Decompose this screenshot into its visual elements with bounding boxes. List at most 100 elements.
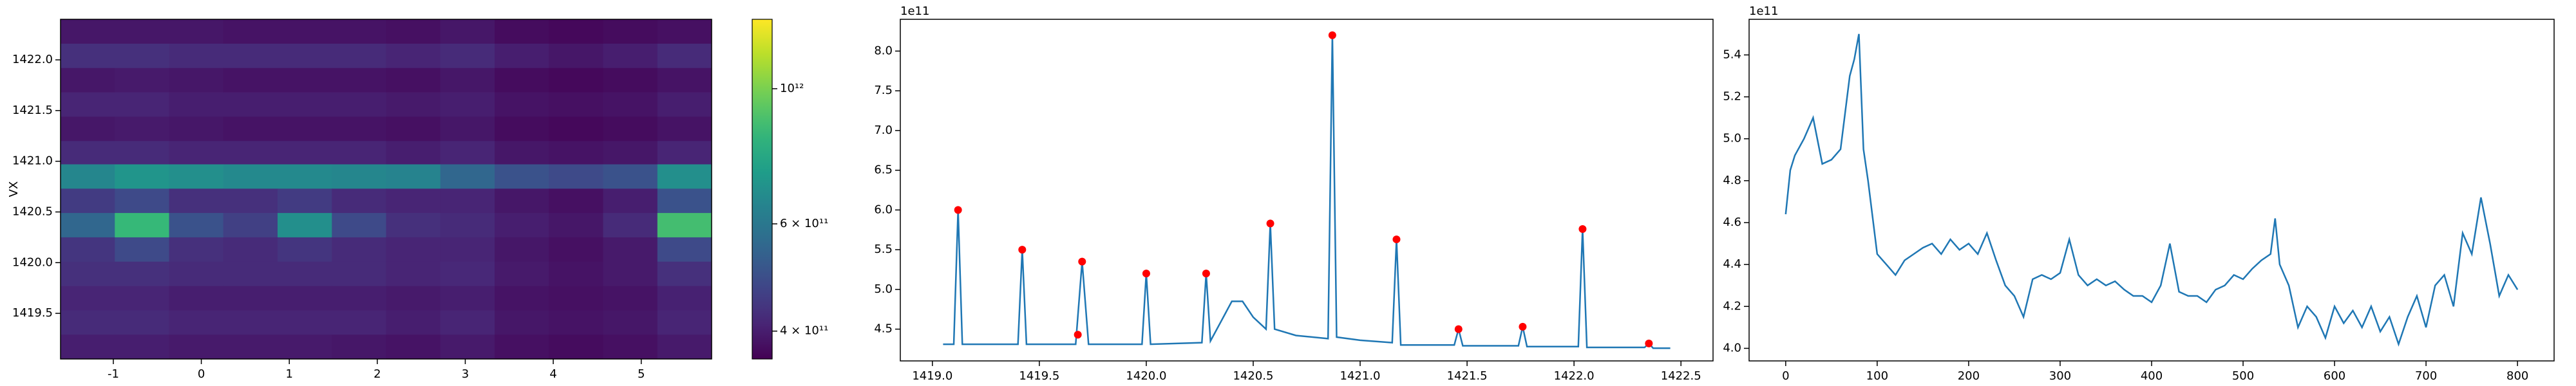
heatmap-cell [115,261,169,286]
heatmap-cell [278,188,332,214]
heatmap-cell [60,92,115,117]
x-tick-label: 1422.5 [1661,369,1701,383]
x-tick-label: 1419.0 [912,369,952,383]
heatmap-cell [440,19,495,44]
heatmap-cell [603,237,658,262]
heatmap-cell [549,286,603,311]
peak-marker [1392,235,1401,244]
colorbar-tick-label: 10¹² [780,82,804,95]
x-tick-label: 5 [638,367,645,381]
heatmap-cell [278,19,332,44]
y-axis-label: VX [7,181,21,198]
heatmap-cell [495,92,549,117]
heatmap-cell [60,43,115,69]
heatmap-cell [278,92,332,117]
heatmap-cell [386,261,441,286]
peak-marker [1328,31,1336,39]
heatmap-cell [495,286,549,311]
heatmap-cell [332,141,387,166]
heatmap-cell [657,19,712,44]
heatmap-cell [440,68,495,93]
heatmap-cell [332,310,387,335]
heatmap-cell [332,286,387,311]
heatmap-cell [60,141,115,166]
heatmap-cell [332,68,387,93]
heatmap-cell [223,310,278,335]
heatmap-cell [278,68,332,93]
heatmap-cell [657,237,712,262]
heatmap-cell [332,164,387,189]
heatmap-cell [223,164,278,189]
heatmap-cell [169,237,224,262]
heatmap-cell [386,188,441,214]
peak-marker [1266,219,1274,228]
heatmap-cell [115,43,169,69]
heatmap-cell [603,286,658,311]
axis-offset-label: 1e11 [900,5,929,18]
heatmap-cell [223,141,278,166]
heatmap-cell [603,43,658,69]
x-tick-label: 100 [1866,369,1888,383]
heatmap-cell [495,116,549,142]
heatmap-cell [169,68,224,93]
heatmap-cell [278,141,332,166]
heatmap-cell [440,92,495,117]
x-tick-label: 1421.5 [1447,369,1488,383]
peak-marker [1578,225,1587,234]
heatmap-cell [440,164,495,189]
heatmap-cell [440,335,495,360]
heatmap-cell [115,213,169,238]
x-tick-label: 300 [2049,369,2071,383]
heatmap-cell [549,310,603,335]
heatmap-cell [278,213,332,238]
x-tick-label: 4 [549,367,556,381]
heatmap-cell [60,116,115,142]
heatmap-cell [169,43,224,69]
heatmap-cell [386,92,441,117]
x-tick-label: 1422.0 [1554,369,1595,383]
heatmap-cell [440,286,495,311]
heatmap-cell [169,164,224,189]
heatmap-cell [115,19,169,44]
heatmap-cell [169,141,224,166]
heatmap-cell [386,19,441,44]
heatmap-cell [332,213,387,238]
heatmap-cell [495,19,549,44]
heatmap-cell [169,310,224,335]
heatmap-cell [495,310,549,335]
heatmap-cell [657,164,712,189]
heatmap-cell [332,43,387,69]
heatmap-cell [223,116,278,142]
peak-marker [1645,339,1653,347]
heatmap-cell [115,141,169,166]
heatmap-cell [495,261,549,286]
heatmap-cell [603,141,658,166]
heatmap-cell [440,188,495,214]
heatmap-cell [115,335,169,360]
peak-marker [1142,270,1150,278]
heatmap-cell [223,19,278,44]
colorbar [752,19,773,360]
peak-marker [1074,331,1082,339]
heatmap-cell [60,237,115,262]
x-tick-label: 400 [2141,369,2163,383]
heatmap-cell [440,141,495,166]
y-tick-label: 1420.5 [12,205,53,218]
y-tick-label: 1421.0 [12,154,53,168]
heatmap-cell [603,164,658,189]
heatmap-cell [60,68,115,93]
heatmap-cell [332,188,387,214]
axes-frame [1748,19,2555,362]
heatmap-cell [332,116,387,142]
y-tick-label: 1420.0 [12,255,53,269]
y-tick-label: 6.0 [874,203,893,216]
peak-marker [954,206,962,214]
heatmap-cell [60,19,115,44]
heatmap-cell [332,92,387,117]
peak-marker [1078,257,1086,266]
heatmap-cell [115,237,169,262]
y-tick-label: 5.2 [1723,90,1741,104]
heatmap-cell [603,92,658,117]
heatmap-cell [169,19,224,44]
heatmap-cell [549,92,603,117]
